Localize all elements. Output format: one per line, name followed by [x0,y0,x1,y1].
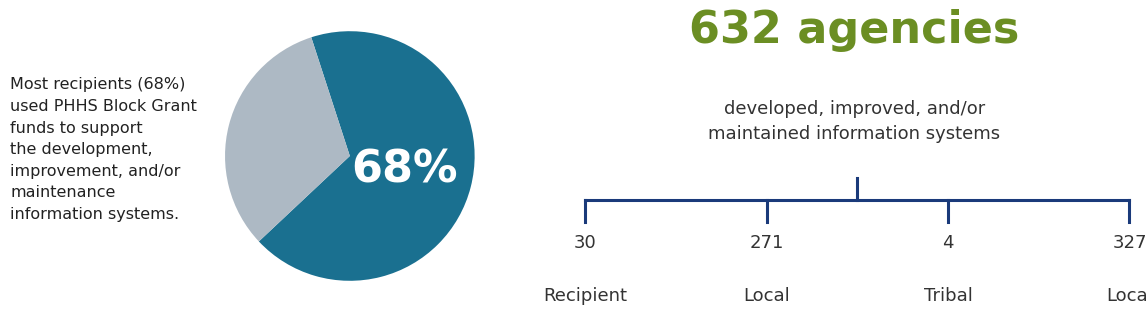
Text: 327: 327 [1113,234,1147,252]
Text: 271: 271 [750,234,783,252]
Text: Local
HDs: Local HDs [743,287,790,312]
Text: 4: 4 [943,234,954,252]
Text: Most recipients (68%)
used PHHS Block Grant
funds to support
the development,
im: Most recipients (68%) used PHHS Block Gr… [10,77,197,222]
Text: developed, improved, and/or
maintained information systems: developed, improved, and/or maintained i… [709,100,1000,143]
Text: Recipient
HDs: Recipient HDs [544,287,627,312]
Wedge shape [225,37,350,241]
Text: 68%: 68% [351,149,458,192]
Text: 632 agencies: 632 agencies [689,9,1020,52]
Text: Tribal
HDs: Tribal HDs [923,287,973,312]
Text: 30: 30 [574,234,596,252]
Wedge shape [259,31,475,281]
Text: Local
Orgs: Local Orgs [1106,287,1147,312]
